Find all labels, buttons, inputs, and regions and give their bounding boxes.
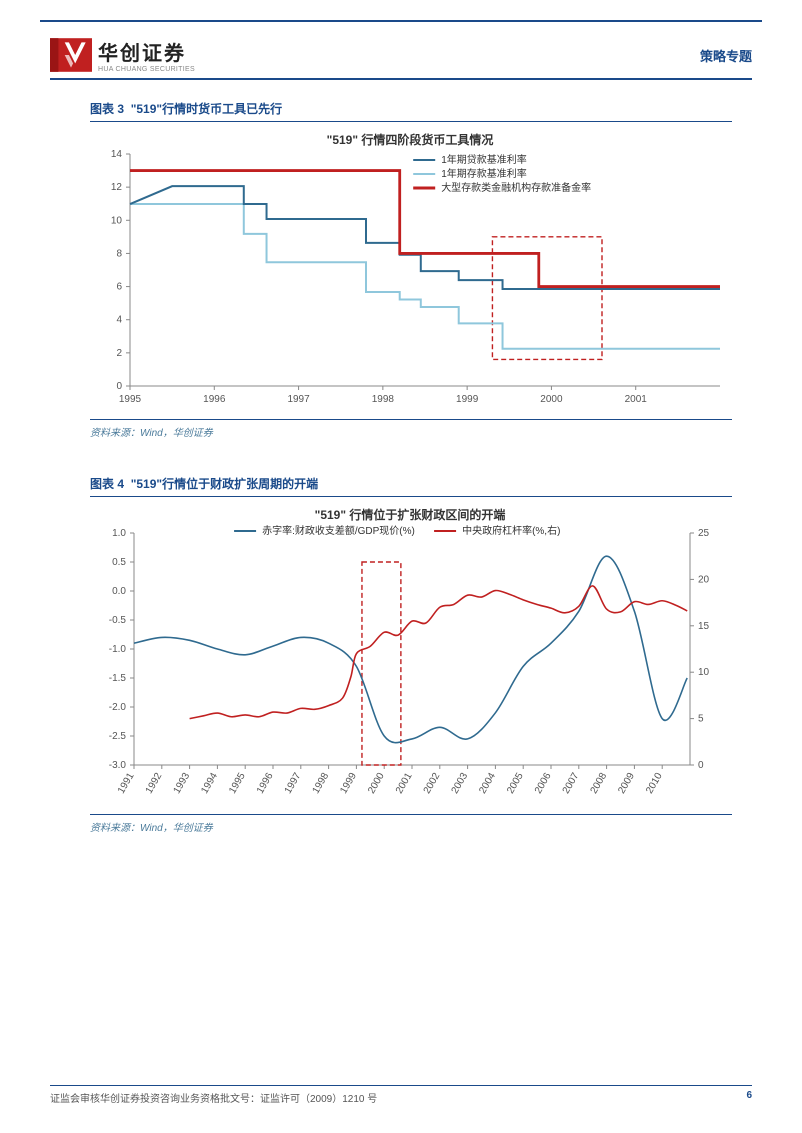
page-body: 图表 3 "519"行情时货币工具已先行 "519" 行情四阶段货币工具情况 0 2… [90, 100, 732, 834]
svg-text:-3.0: -3.0 [109, 760, 127, 771]
svg-text:10: 10 [698, 667, 710, 678]
svg-text:1998: 1998 [372, 394, 395, 405]
svg-text:25: 25 [698, 528, 710, 539]
doc-type-label: 策略专题 [700, 46, 752, 65]
svg-text:2: 2 [116, 348, 122, 359]
svg-text:-2.5: -2.5 [109, 731, 127, 742]
svg-text:0.0: 0.0 [112, 586, 126, 597]
chart3-caption: 图表 3 "519"行情时货币工具已先行 [90, 100, 732, 117]
svg-text:6: 6 [116, 282, 122, 293]
svg-text:0.5: 0.5 [112, 557, 126, 568]
svg-text:"519" 行情位于扩张财政区间的开端: "519" 行情位于扩张财政区间的开端 [315, 507, 506, 522]
svg-text:2004: 2004 [477, 771, 498, 796]
svg-text:1997: 1997 [287, 394, 310, 405]
svg-text:1991: 1991 [116, 771, 137, 796]
chart3-caption-rule [90, 121, 732, 122]
svg-text:1995: 1995 [119, 394, 142, 405]
svg-text:1999: 1999 [338, 771, 359, 796]
chart3-container: "519" 行情四阶段货币工具情况 0 2 4 6 8 10 12 14 1995 1996 1997… [90, 130, 730, 415]
svg-text:10: 10 [111, 215, 123, 226]
chart3-source: 资料来源：Wind，华创证券 [90, 419, 732, 439]
svg-text:1年期贷款基准利率: 1年期贷款基准利率 [441, 153, 527, 166]
svg-text:2001: 2001 [394, 771, 415, 796]
page-footer: 证监会审核华创证券投资咨询业务资格批文号：证监许可（2009）1210 号 6 [50, 1085, 752, 1105]
svg-text:-1.0: -1.0 [109, 644, 127, 655]
svg-text:1992: 1992 [144, 771, 165, 796]
svg-text:2001: 2001 [625, 394, 648, 405]
svg-text:1998: 1998 [311, 771, 332, 796]
chart3-caption-text: "519"行情时货币工具已先行 [131, 102, 282, 116]
svg-text:1994: 1994 [199, 771, 220, 796]
chart4-svg: "519" 行情位于扩张财政区间的开端 -3.0 -2.5 -2.0 -1.5 -1.0 -… [90, 505, 730, 805]
chart4-source: 资料来源：Wind，华创证券 [90, 814, 732, 834]
page-number: 6 [746, 1090, 752, 1105]
svg-text:15: 15 [698, 621, 710, 632]
logo-text-en: HUA CHUANG SECURITIES [98, 66, 195, 73]
svg-text:5: 5 [698, 714, 704, 725]
chart4-container: "519" 行情位于扩张财政区间的开端 -3.0 -2.5 -2.0 -1.5 -1.0 -… [90, 505, 730, 810]
chart3-svg: "519" 行情四阶段货币工具情况 0 2 4 6 8 10 12 14 1995 1996 1997… [90, 130, 730, 410]
svg-text:2008: 2008 [589, 771, 610, 796]
svg-text:4: 4 [116, 315, 122, 326]
svg-text:2009: 2009 [616, 771, 637, 796]
svg-text:-1.5: -1.5 [109, 673, 127, 684]
svg-text:中央政府杠杆率(%,右): 中央政府杠杆率(%,右) [462, 524, 560, 537]
svg-text:2000: 2000 [540, 394, 563, 405]
svg-text:0: 0 [698, 760, 704, 771]
footer-disclaimer: 证监会审核华创证券投资咨询业务资格批文号：证监许可（2009）1210 号 [50, 1090, 377, 1105]
svg-text:2002: 2002 [422, 771, 443, 796]
svg-text:2003: 2003 [450, 771, 471, 796]
svg-text:2010: 2010 [644, 771, 665, 796]
svg-text:12: 12 [111, 182, 123, 193]
chart4-caption-text: "519"行情位于财政扩张周期的开端 [131, 477, 318, 491]
svg-text:8: 8 [116, 248, 122, 259]
svg-text:20: 20 [698, 574, 710, 585]
logo-mark-icon [50, 34, 92, 76]
chart3-caption-prefix: 图表 3 [90, 102, 124, 116]
svg-text:0: 0 [116, 381, 122, 392]
svg-text:1995: 1995 [227, 771, 248, 796]
page-header: 华创证券 HUA CHUANG SECURITIES 策略专题 [50, 30, 752, 80]
svg-text:2005: 2005 [505, 771, 526, 796]
svg-text:1.0: 1.0 [112, 528, 126, 539]
svg-text:-0.5: -0.5 [109, 615, 127, 626]
header-rule [50, 78, 752, 80]
svg-text:1年期存款基准利率: 1年期存款基准利率 [441, 167, 527, 180]
chart4-caption-prefix: 图表 4 [90, 477, 124, 491]
brand-logo: 华创证券 HUA CHUANG SECURITIES [50, 34, 195, 76]
svg-text:1997: 1997 [283, 771, 304, 796]
svg-text:14: 14 [111, 149, 123, 160]
svg-text:2007: 2007 [561, 771, 582, 796]
svg-text:2000: 2000 [366, 771, 387, 796]
svg-text:1993: 1993 [172, 771, 193, 796]
chart4-caption-rule [90, 496, 732, 497]
svg-text:大型存款类金融机构存款准备金率: 大型存款类金融机构存款准备金率 [441, 181, 591, 194]
svg-text:-2.0: -2.0 [109, 702, 127, 713]
svg-text:1996: 1996 [203, 394, 226, 405]
chart4-caption: 图表 4 "519"行情位于财政扩张周期的开端 [90, 475, 732, 492]
svg-text:1999: 1999 [456, 394, 479, 405]
svg-text:2006: 2006 [533, 771, 554, 796]
svg-text:"519" 行情四阶段货币工具情况: "519" 行情四阶段货币工具情况 [327, 132, 494, 147]
svg-text:赤字率:财政收支差额/GDP现价(%): 赤字率:财政收支差额/GDP现价(%) [262, 524, 415, 537]
svg-text:1996: 1996 [255, 771, 276, 796]
logo-text-cn: 华创证券 [98, 37, 195, 66]
